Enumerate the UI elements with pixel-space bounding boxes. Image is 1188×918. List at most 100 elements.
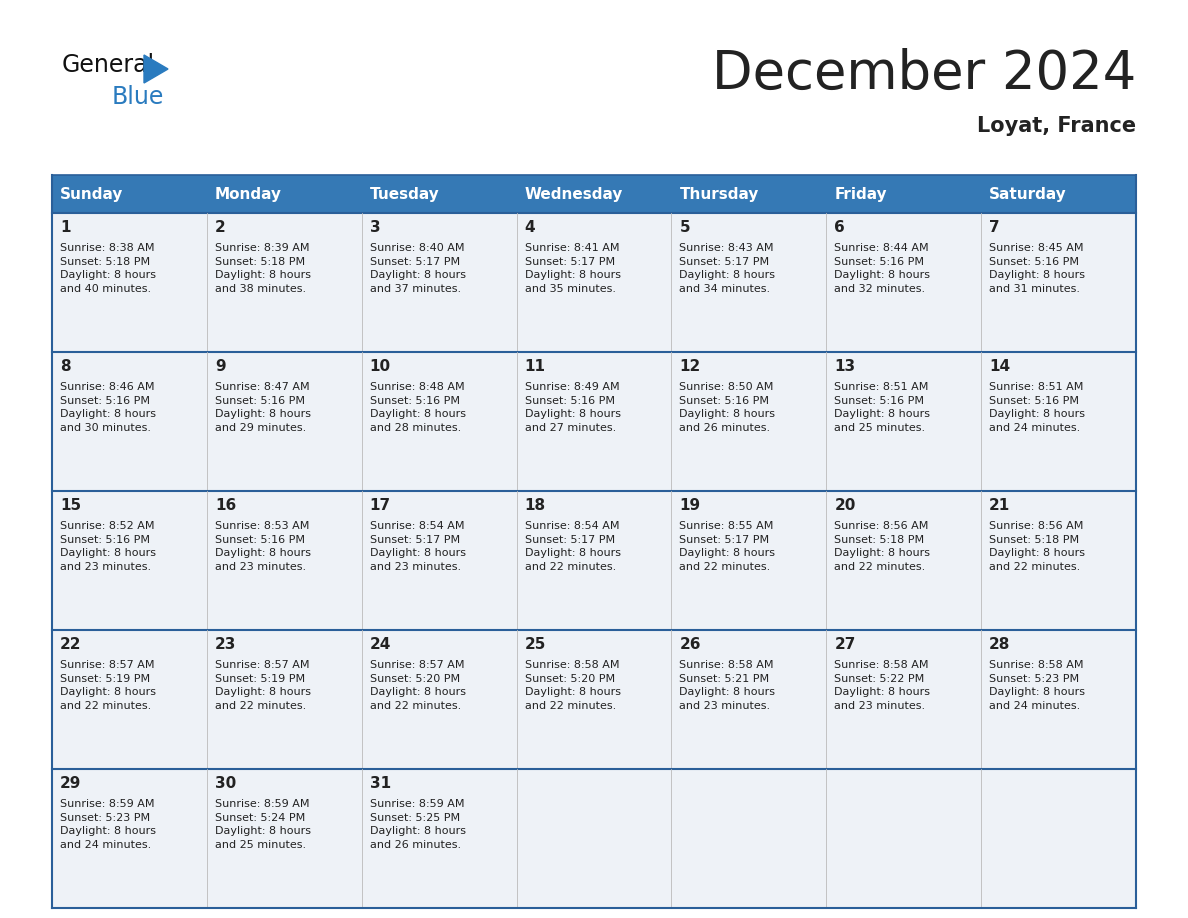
Bar bbox=[981, 175, 1136, 213]
Text: 3: 3 bbox=[369, 220, 380, 235]
Text: 8: 8 bbox=[61, 359, 70, 374]
Bar bbox=[671, 213, 827, 352]
Text: Saturday: Saturday bbox=[990, 186, 1067, 201]
Bar bbox=[52, 491, 207, 630]
Text: Sunrise: 8:53 AM
Sunset: 5:16 PM
Daylight: 8 hours
and 23 minutes.: Sunrise: 8:53 AM Sunset: 5:16 PM Dayligh… bbox=[215, 521, 311, 572]
Text: Sunrise: 8:39 AM
Sunset: 5:18 PM
Daylight: 8 hours
and 38 minutes.: Sunrise: 8:39 AM Sunset: 5:18 PM Dayligh… bbox=[215, 243, 311, 294]
Bar bbox=[207, 491, 361, 630]
Text: 1: 1 bbox=[61, 220, 70, 235]
Bar bbox=[981, 630, 1136, 769]
Bar bbox=[981, 769, 1136, 908]
Text: 4: 4 bbox=[525, 220, 536, 235]
Text: Sunrise: 8:54 AM
Sunset: 5:17 PM
Daylight: 8 hours
and 22 minutes.: Sunrise: 8:54 AM Sunset: 5:17 PM Dayligh… bbox=[525, 521, 620, 572]
Text: 28: 28 bbox=[990, 637, 1011, 652]
Text: Thursday: Thursday bbox=[680, 186, 759, 201]
Text: 11: 11 bbox=[525, 359, 545, 374]
Text: Sunrise: 8:54 AM
Sunset: 5:17 PM
Daylight: 8 hours
and 23 minutes.: Sunrise: 8:54 AM Sunset: 5:17 PM Dayligh… bbox=[369, 521, 466, 572]
Text: 16: 16 bbox=[215, 498, 236, 513]
Text: 23: 23 bbox=[215, 637, 236, 652]
Text: Sunrise: 8:55 AM
Sunset: 5:17 PM
Daylight: 8 hours
and 22 minutes.: Sunrise: 8:55 AM Sunset: 5:17 PM Dayligh… bbox=[680, 521, 776, 572]
Bar bbox=[827, 769, 981, 908]
Text: 31: 31 bbox=[369, 776, 391, 791]
Bar bbox=[52, 769, 207, 908]
Bar bbox=[517, 491, 671, 630]
Bar bbox=[517, 175, 671, 213]
Text: 24: 24 bbox=[369, 637, 391, 652]
Bar bbox=[517, 630, 671, 769]
Bar bbox=[52, 175, 1136, 213]
Text: Sunrise: 8:57 AM
Sunset: 5:19 PM
Daylight: 8 hours
and 22 minutes.: Sunrise: 8:57 AM Sunset: 5:19 PM Dayligh… bbox=[61, 660, 156, 711]
Text: Loyat, France: Loyat, France bbox=[977, 116, 1136, 136]
Bar bbox=[981, 491, 1136, 630]
Text: 19: 19 bbox=[680, 498, 701, 513]
Text: 26: 26 bbox=[680, 637, 701, 652]
Polygon shape bbox=[144, 55, 168, 83]
Text: 7: 7 bbox=[990, 220, 1000, 235]
Bar bbox=[827, 491, 981, 630]
Text: 22: 22 bbox=[61, 637, 82, 652]
Bar bbox=[981, 213, 1136, 352]
Text: Sunrise: 8:49 AM
Sunset: 5:16 PM
Daylight: 8 hours
and 27 minutes.: Sunrise: 8:49 AM Sunset: 5:16 PM Dayligh… bbox=[525, 382, 620, 432]
Text: Sunrise: 8:58 AM
Sunset: 5:21 PM
Daylight: 8 hours
and 23 minutes.: Sunrise: 8:58 AM Sunset: 5:21 PM Dayligh… bbox=[680, 660, 776, 711]
Bar bbox=[361, 491, 517, 630]
Text: 5: 5 bbox=[680, 220, 690, 235]
Text: Monday: Monday bbox=[215, 186, 282, 201]
Bar bbox=[671, 352, 827, 491]
Bar bbox=[207, 352, 361, 491]
Bar bbox=[827, 630, 981, 769]
Bar bbox=[52, 213, 207, 352]
Text: December 2024: December 2024 bbox=[712, 48, 1136, 100]
Bar bbox=[671, 175, 827, 213]
Bar bbox=[361, 175, 517, 213]
Text: Sunrise: 8:59 AM
Sunset: 5:25 PM
Daylight: 8 hours
and 26 minutes.: Sunrise: 8:59 AM Sunset: 5:25 PM Dayligh… bbox=[369, 799, 466, 850]
Bar bbox=[827, 213, 981, 352]
Text: Sunrise: 8:47 AM
Sunset: 5:16 PM
Daylight: 8 hours
and 29 minutes.: Sunrise: 8:47 AM Sunset: 5:16 PM Dayligh… bbox=[215, 382, 311, 432]
Text: 27: 27 bbox=[834, 637, 855, 652]
Bar bbox=[207, 175, 361, 213]
Text: Sunrise: 8:46 AM
Sunset: 5:16 PM
Daylight: 8 hours
and 30 minutes.: Sunrise: 8:46 AM Sunset: 5:16 PM Dayligh… bbox=[61, 382, 156, 432]
Text: Sunrise: 8:41 AM
Sunset: 5:17 PM
Daylight: 8 hours
and 35 minutes.: Sunrise: 8:41 AM Sunset: 5:17 PM Dayligh… bbox=[525, 243, 620, 294]
Text: Sunrise: 8:58 AM
Sunset: 5:23 PM
Daylight: 8 hours
and 24 minutes.: Sunrise: 8:58 AM Sunset: 5:23 PM Dayligh… bbox=[990, 660, 1085, 711]
Bar bbox=[517, 769, 671, 908]
Text: 30: 30 bbox=[215, 776, 236, 791]
Text: Sunrise: 8:38 AM
Sunset: 5:18 PM
Daylight: 8 hours
and 40 minutes.: Sunrise: 8:38 AM Sunset: 5:18 PM Dayligh… bbox=[61, 243, 156, 294]
Text: 18: 18 bbox=[525, 498, 545, 513]
Bar bbox=[361, 769, 517, 908]
Text: Sunrise: 8:56 AM
Sunset: 5:18 PM
Daylight: 8 hours
and 22 minutes.: Sunrise: 8:56 AM Sunset: 5:18 PM Dayligh… bbox=[834, 521, 930, 572]
Text: Tuesday: Tuesday bbox=[369, 186, 440, 201]
Text: Sunrise: 8:58 AM
Sunset: 5:22 PM
Daylight: 8 hours
and 23 minutes.: Sunrise: 8:58 AM Sunset: 5:22 PM Dayligh… bbox=[834, 660, 930, 711]
Bar bbox=[981, 352, 1136, 491]
Text: 25: 25 bbox=[525, 637, 546, 652]
Text: Sunrise: 8:59 AM
Sunset: 5:24 PM
Daylight: 8 hours
and 25 minutes.: Sunrise: 8:59 AM Sunset: 5:24 PM Dayligh… bbox=[215, 799, 311, 850]
Text: Sunrise: 8:40 AM
Sunset: 5:17 PM
Daylight: 8 hours
and 37 minutes.: Sunrise: 8:40 AM Sunset: 5:17 PM Dayligh… bbox=[369, 243, 466, 294]
Text: Sunrise: 8:43 AM
Sunset: 5:17 PM
Daylight: 8 hours
and 34 minutes.: Sunrise: 8:43 AM Sunset: 5:17 PM Dayligh… bbox=[680, 243, 776, 294]
Text: 12: 12 bbox=[680, 359, 701, 374]
Text: Sunday: Sunday bbox=[61, 186, 124, 201]
Text: 6: 6 bbox=[834, 220, 845, 235]
Text: Sunrise: 8:48 AM
Sunset: 5:16 PM
Daylight: 8 hours
and 28 minutes.: Sunrise: 8:48 AM Sunset: 5:16 PM Dayligh… bbox=[369, 382, 466, 432]
Bar bbox=[52, 352, 207, 491]
Bar bbox=[827, 175, 981, 213]
Text: 13: 13 bbox=[834, 359, 855, 374]
Text: 20: 20 bbox=[834, 498, 855, 513]
Bar bbox=[517, 213, 671, 352]
Text: 14: 14 bbox=[990, 359, 1010, 374]
Bar bbox=[207, 213, 361, 352]
Bar bbox=[52, 630, 207, 769]
Text: 21: 21 bbox=[990, 498, 1010, 513]
Bar bbox=[361, 630, 517, 769]
Text: Sunrise: 8:44 AM
Sunset: 5:16 PM
Daylight: 8 hours
and 32 minutes.: Sunrise: 8:44 AM Sunset: 5:16 PM Dayligh… bbox=[834, 243, 930, 294]
Text: 9: 9 bbox=[215, 359, 226, 374]
Bar bbox=[827, 352, 981, 491]
Text: Sunrise: 8:52 AM
Sunset: 5:16 PM
Daylight: 8 hours
and 23 minutes.: Sunrise: 8:52 AM Sunset: 5:16 PM Dayligh… bbox=[61, 521, 156, 572]
Text: 17: 17 bbox=[369, 498, 391, 513]
Bar bbox=[671, 769, 827, 908]
Bar bbox=[52, 175, 207, 213]
Text: Sunrise: 8:59 AM
Sunset: 5:23 PM
Daylight: 8 hours
and 24 minutes.: Sunrise: 8:59 AM Sunset: 5:23 PM Dayligh… bbox=[61, 799, 156, 850]
Bar bbox=[207, 769, 361, 908]
Bar bbox=[671, 491, 827, 630]
Bar bbox=[207, 630, 361, 769]
Text: 2: 2 bbox=[215, 220, 226, 235]
Text: Sunrise: 8:56 AM
Sunset: 5:18 PM
Daylight: 8 hours
and 22 minutes.: Sunrise: 8:56 AM Sunset: 5:18 PM Dayligh… bbox=[990, 521, 1085, 572]
Bar bbox=[361, 213, 517, 352]
